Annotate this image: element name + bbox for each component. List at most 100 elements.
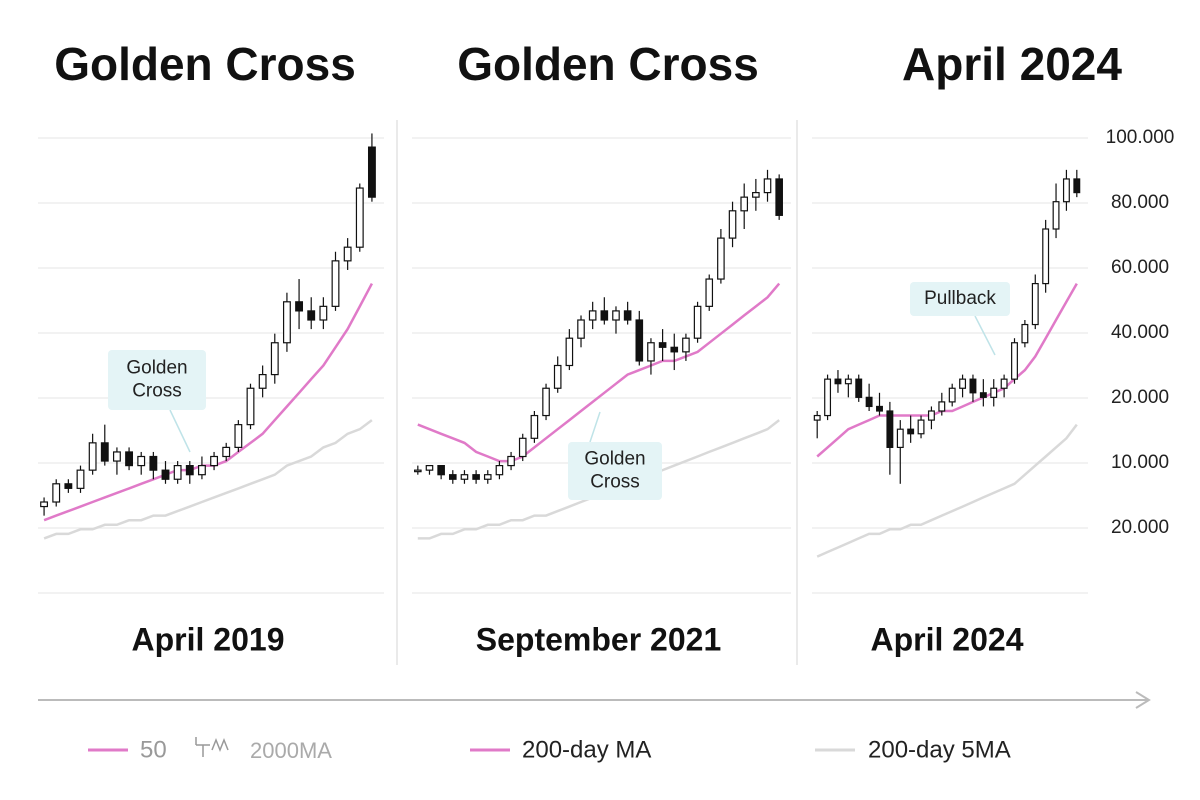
candle-body <box>518 437 527 458</box>
annotation-text: Pullback <box>924 288 996 309</box>
candle-body <box>483 474 492 480</box>
candle-body <box>1011 342 1018 380</box>
candle-body <box>161 469 170 480</box>
y-axis-label: 10.000 <box>1111 452 1169 473</box>
candle-body <box>197 465 206 476</box>
candle-body <box>775 178 783 216</box>
annotation-connector <box>589 411 601 443</box>
candle-body <box>495 465 504 476</box>
legend-label: 50 <box>140 736 167 763</box>
legend-glyph <box>195 737 229 757</box>
candle-body <box>246 387 255 426</box>
y-axis-label: 20.000 <box>1111 517 1169 538</box>
candle-body <box>112 451 121 462</box>
candle-body <box>270 342 279 376</box>
candle-body <box>507 455 515 467</box>
candle-body <box>647 342 655 362</box>
candle-body <box>763 178 772 194</box>
candle-body <box>319 305 328 321</box>
y-axis-label: 80.000 <box>1111 192 1169 213</box>
annotation-box <box>910 282 1010 316</box>
candle-body <box>1031 283 1039 326</box>
annotation-box <box>568 442 662 500</box>
candle-body <box>52 483 61 503</box>
candle-body <box>824 378 832 417</box>
candle-body <box>740 196 749 212</box>
candle-body <box>40 501 49 508</box>
candle-body <box>948 387 956 403</box>
candle-body <box>834 378 842 385</box>
candle-body <box>979 392 987 398</box>
y-axis-label: 40.000 <box>1111 322 1169 343</box>
annotation-connector <box>974 315 996 356</box>
candle-body <box>295 301 304 312</box>
candle-body <box>530 414 539 439</box>
candle-body <box>635 319 644 362</box>
candle-body <box>959 378 967 389</box>
candle-body <box>437 465 445 476</box>
panel-subtitle: September 2021 <box>476 621 721 657</box>
annotation-text: Golden <box>126 358 187 379</box>
candle-body <box>855 378 863 398</box>
panel-title: April 2024 <box>902 38 1122 90</box>
candle-body <box>222 446 231 458</box>
candle-body <box>612 310 620 321</box>
candle-body <box>1052 201 1060 230</box>
annotation-connector <box>169 409 191 453</box>
panel-title: Golden Cross <box>54 38 356 90</box>
ma-line-slow <box>816 423 1078 558</box>
candle-body <box>210 455 219 467</box>
candle-body <box>125 451 134 467</box>
candle-body <box>448 474 457 480</box>
ma-line-fast <box>816 282 1078 458</box>
candle-body <box>813 414 821 421</box>
panel-subtitle: April 2019 <box>132 621 285 657</box>
candle-body <box>100 442 109 462</box>
panel-subtitle: April 2024 <box>871 621 1024 657</box>
candle-body <box>990 387 998 398</box>
candle-body <box>1062 178 1070 203</box>
annotation-text: Cross <box>590 472 640 493</box>
candle-body <box>425 465 434 471</box>
candle-body <box>682 337 690 353</box>
candle-body <box>886 410 894 449</box>
candle-body <box>927 410 935 421</box>
candle-body <box>331 260 340 307</box>
annotation-text: Golden <box>584 449 645 470</box>
candle-body <box>64 483 73 489</box>
ma-line-fast <box>417 282 781 463</box>
candle-body <box>705 278 714 307</box>
candle-body <box>343 246 352 262</box>
candle-body <box>565 337 574 367</box>
legend-label: 200-day MA <box>522 736 651 763</box>
candle-body <box>717 237 725 280</box>
candle-body <box>917 419 925 435</box>
candle-body <box>600 310 609 321</box>
legend-note: 2000MA <box>250 738 332 763</box>
legend-label: 200-day 5MA <box>868 736 1011 763</box>
candle-body <box>88 442 97 471</box>
candle-body <box>876 405 883 412</box>
candle-body <box>258 374 267 389</box>
candle-body <box>355 187 364 248</box>
candle-body <box>693 305 702 339</box>
y-axis-label: 20.000 <box>1111 387 1169 408</box>
candle-body <box>844 378 852 385</box>
y-axis-label: 100.000 <box>1106 127 1175 148</box>
candle-body <box>149 455 158 471</box>
candle-body <box>588 310 597 321</box>
candle-body <box>282 301 291 344</box>
candle-body <box>414 469 422 473</box>
ma-line-slow <box>43 419 373 540</box>
candle-body <box>460 474 469 480</box>
candle-body <box>1073 178 1081 194</box>
candle-body <box>76 469 85 489</box>
panel-title: Golden Cross <box>457 38 759 90</box>
candle-body <box>173 465 182 480</box>
candle-body <box>969 378 977 394</box>
candle-body <box>1021 323 1029 344</box>
candle-body <box>137 455 146 467</box>
candle-body <box>553 364 562 389</box>
